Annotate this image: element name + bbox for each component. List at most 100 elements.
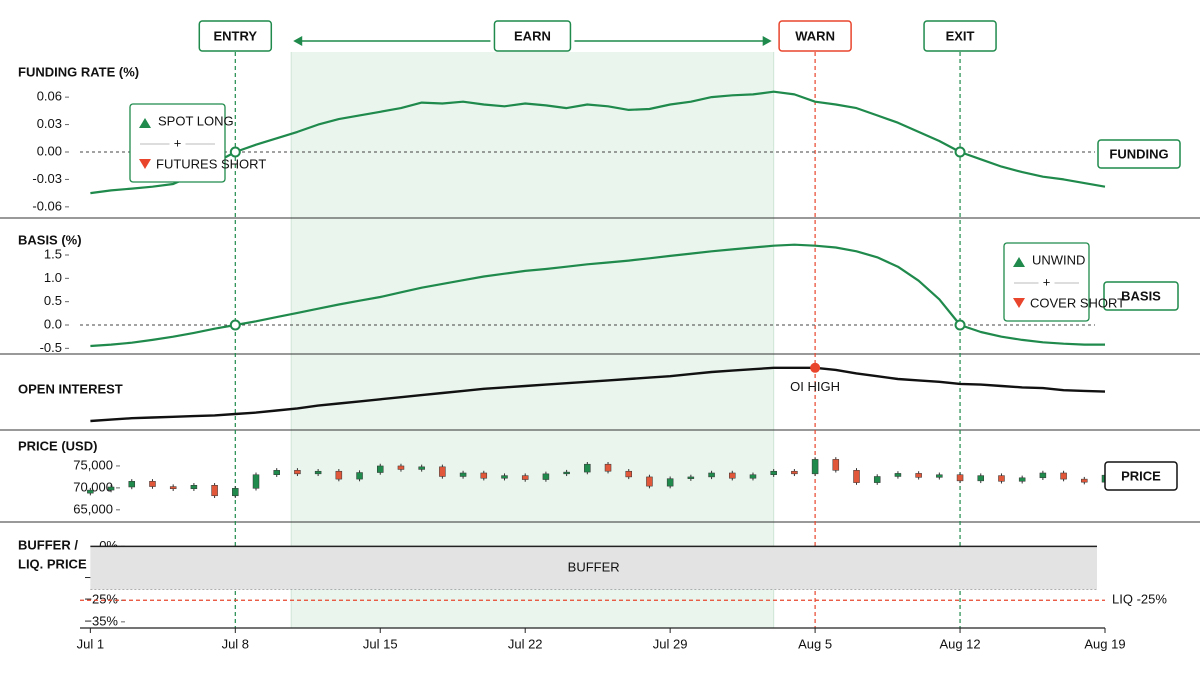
candle-body [439, 466, 446, 477]
y-tick-label: -0.06 [32, 198, 62, 213]
candle-body [977, 475, 985, 482]
arrow-head [762, 36, 772, 46]
candle-body [501, 475, 508, 479]
buffer-band [90, 546, 1098, 590]
candle-body [356, 472, 363, 480]
candle-body [729, 472, 736, 479]
candle-body [1081, 478, 1088, 483]
y-tick-label: −35% [84, 613, 118, 628]
panel-title: FUNDING RATE (%) [18, 64, 139, 79]
event-box [778, 20, 852, 52]
candle-body [232, 488, 239, 497]
note-line: FUTURES SHORT [156, 156, 266, 171]
y-tick-label: -0.5 [40, 340, 62, 355]
candle-body [646, 476, 653, 487]
candle-body [169, 486, 177, 490]
arrow-head [293, 36, 303, 46]
candle-body [666, 478, 674, 487]
candle-body [87, 489, 94, 494]
y-tick-label: 0.03 [37, 116, 62, 131]
y-tick-label: 0.5 [44, 293, 62, 308]
candle-body [998, 475, 1005, 482]
candle-body [811, 459, 819, 475]
candle-body [604, 463, 612, 472]
note-box [1003, 242, 1090, 322]
earn-region [291, 52, 774, 628]
x-tick-label: Aug 19 [1084, 636, 1125, 651]
candle-body [480, 472, 488, 479]
candle-body [687, 476, 695, 479]
candle-body [873, 476, 881, 483]
x-tick-label: Jul 1 [77, 636, 104, 651]
event-box [198, 20, 273, 52]
candle-body [749, 474, 757, 479]
series-line [90, 366, 1106, 423]
candle-body [1018, 477, 1026, 482]
candle-body [314, 470, 322, 475]
x-tick-label: Jul 15 [363, 636, 398, 651]
note-line: + [174, 135, 182, 150]
candle-body [335, 470, 343, 480]
candle-body [542, 473, 550, 480]
y-tick-label: 1.0 [44, 270, 62, 285]
candle-body [459, 472, 467, 477]
candle-body [894, 473, 902, 477]
candle-body [1060, 472, 1067, 480]
annotation-label: OI HIGH [790, 379, 840, 394]
annotation-dot [810, 362, 821, 373]
x-tick-label: Jul 8 [222, 636, 249, 651]
event-marker [229, 319, 241, 331]
series-line [90, 243, 1105, 348]
x-tick-label: Jul 22 [508, 636, 543, 651]
note-line: SPOT LONG [158, 113, 234, 128]
candle-body [915, 473, 922, 478]
candle-body [936, 474, 943, 478]
event-marker [229, 146, 241, 158]
candle-body [708, 472, 715, 478]
x-tick-label: Jul 29 [653, 636, 688, 651]
price-label: PRICE [1121, 468, 1161, 483]
event-marker [954, 319, 966, 331]
note-line: + [1043, 274, 1051, 289]
x-tick-label: Aug 5 [798, 636, 832, 651]
liquidation-label: LIQ -25% [1112, 592, 1167, 607]
down-triangle [1013, 298, 1025, 308]
y-tick-label: 65,000 [73, 501, 113, 516]
series-line [90, 90, 1106, 195]
funding-label-box [1097, 139, 1181, 169]
basis-label-box [1103, 281, 1179, 311]
y-tick-label: 0.00 [37, 143, 62, 158]
earn-box [493, 20, 572, 52]
event-label: WARN [795, 28, 835, 43]
candle-body [956, 474, 964, 482]
panel-title: BASIS (%) [18, 232, 82, 247]
candle-body [832, 459, 840, 471]
candle-body [791, 470, 798, 475]
down-triangle [139, 159, 151, 169]
panel-title: LIQ. PRICE [18, 556, 87, 571]
panel-title: BUFFER / [18, 537, 78, 552]
candle-body [563, 471, 570, 475]
y-tick-label: 0.0 [44, 316, 62, 331]
candle-body [211, 485, 218, 497]
event-label: ENTRY [214, 28, 258, 43]
note-box [129, 103, 226, 183]
funding-label: FUNDING [1109, 146, 1168, 161]
price-label-box [1104, 461, 1178, 491]
y-tick-label: −25% [84, 592, 118, 607]
candle-body [853, 470, 860, 483]
candle-body [770, 470, 777, 475]
event-label: EXIT [946, 28, 975, 43]
y-tick-label: 0.06 [37, 89, 62, 104]
note-line: UNWIND [1032, 252, 1085, 267]
earn-label: EARN [514, 28, 551, 43]
candle-body [128, 481, 136, 488]
buffer-label: BUFFER [568, 559, 620, 574]
candle-body [625, 470, 632, 478]
event-box [923, 20, 997, 52]
candle-body [377, 465, 384, 473]
up-triangle [1013, 257, 1025, 267]
panel-title: PRICE (USD) [18, 438, 97, 453]
